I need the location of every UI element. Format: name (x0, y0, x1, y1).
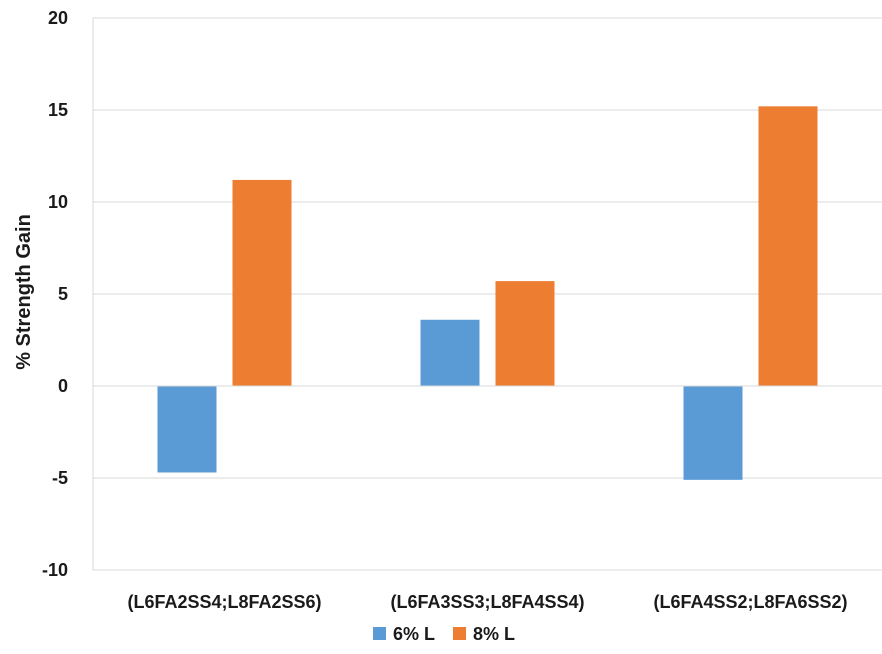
gridlines (93, 17, 882, 571)
y-tick-label: -10 (42, 560, 68, 580)
y-tick-labels: -10 -5 0 5 10 15 20 (42, 8, 68, 580)
y-tick-label: 15 (48, 100, 68, 120)
y-tick-label: -5 (52, 468, 68, 488)
bar-series2-3 (758, 106, 818, 386)
bars (157, 106, 818, 480)
bar-series1-2 (420, 319, 480, 386)
y-tick-label: 0 (58, 376, 68, 396)
legend-label: 8% L (473, 624, 515, 644)
y-axis-title: % Strength Gain (13, 214, 35, 370)
legend-label: 6% L (393, 624, 435, 644)
legend-swatch (453, 627, 466, 640)
category-labels: (L6FA2SS4;L8FA2SS6) (L6FA3SS3;L8FA4SS4) (L… (127, 592, 847, 612)
legend-swatch (373, 627, 386, 640)
legend: 6% L 8% L (373, 624, 515, 644)
bar-series2-1 (232, 179, 292, 386)
bar-series1-1 (157, 386, 217, 473)
y-tick-label: 20 (48, 8, 68, 28)
axes (92, 18, 882, 570)
bar-series1-3 (683, 386, 743, 480)
bar-series2-2 (495, 281, 555, 386)
y-tick-label: 10 (48, 192, 68, 212)
category-label: (L6FA3SS3;L8FA4SS4) (390, 592, 584, 612)
y-tick-label: 5 (58, 284, 68, 304)
category-label: (L6FA4SS2;L8FA6SS2) (653, 592, 847, 612)
category-label: (L6FA2SS4;L8FA2SS6) (127, 592, 321, 612)
